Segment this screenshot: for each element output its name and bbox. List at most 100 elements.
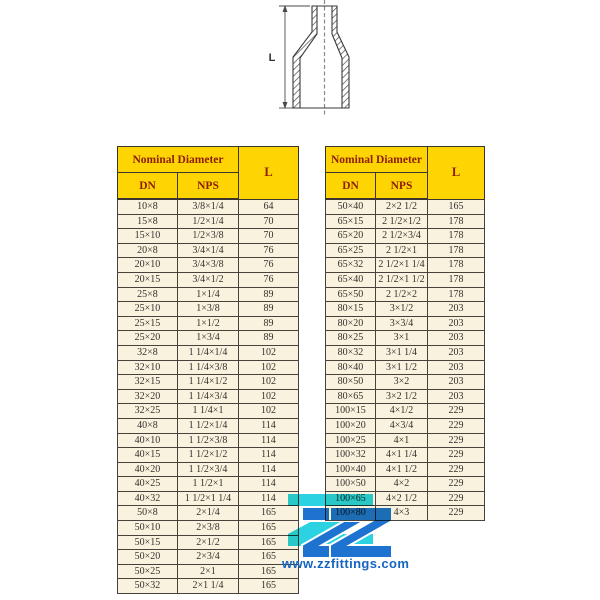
table-row: 50×32 2×1 1/4 165 — [117, 578, 299, 595]
table-row: 80×15 3×1/2 203 — [325, 301, 485, 317]
table-cell: 1 1/2×3/4 — [177, 461, 239, 478]
table-cell: 1 1/2×1 — [177, 476, 239, 492]
table-row: 10×8 3/8×1/4 64 — [117, 198, 299, 215]
table-cell: 2×2 1/2 — [375, 198, 428, 215]
table-cell: 50×8 — [117, 505, 178, 522]
table-cell: 2×1/4 — [177, 505, 239, 522]
table-cell: 203 — [427, 388, 485, 405]
table-cell: 40×32 — [117, 490, 178, 507]
table-row: 80×32 3×1 1/4 203 — [325, 344, 485, 361]
table-cell: 229 — [427, 461, 485, 478]
table-cell: 178 — [427, 228, 485, 244]
spec-table-left: Nominal Diameter L DN NPS 10×8 3/8×1/4 64 1… — [117, 146, 299, 595]
table-cell: 178 — [427, 286, 485, 303]
table-cell: 102 — [238, 374, 299, 390]
table-cell: 2×1 1/4 — [177, 578, 239, 595]
table-cell: 3×1 1/2 — [375, 359, 428, 376]
table-row: 100×25 4×1 229 — [325, 432, 485, 449]
table-cell: 100×32 — [325, 447, 376, 463]
table-row: 100×15 4×1/2 229 — [325, 403, 485, 419]
table-row: 50×25 2×1 165 — [117, 563, 299, 580]
table-cell: 4×1 1/2 — [375, 461, 428, 478]
table-cell: 89 — [238, 301, 299, 317]
website-url[interactable]: www.zzfittings.com — [282, 556, 410, 571]
table-cell: 178 — [427, 213, 485, 230]
table-row: 65×50 2 1/2×2 178 — [325, 286, 485, 303]
table-row: 100×40 4×1 1/2 229 — [325, 461, 485, 478]
table-cell: 114 — [238, 490, 299, 507]
table-row: 65×40 2 1/2×1 1/2 178 — [325, 271, 485, 288]
table-cell: 76 — [238, 242, 299, 259]
table-cell: 80×25 — [325, 330, 376, 346]
table-cell: 165 — [238, 520, 299, 536]
header-length: L — [238, 146, 299, 200]
header-dn: DN — [117, 172, 178, 200]
table-cell: 2 1/2×1/2 — [375, 213, 428, 230]
table-cell: 25×10 — [117, 301, 178, 317]
table-row: 25×10 1×3/8 89 — [117, 301, 299, 317]
table-cell: 80×15 — [325, 301, 376, 317]
header-nps: NPS — [375, 172, 428, 200]
table-cell: 4×1 1/4 — [375, 447, 428, 463]
table-cell: 1 1/4×1/2 — [177, 374, 239, 390]
table-row: 65×25 2 1/2×1 178 — [325, 242, 485, 259]
table-cell: 203 — [427, 374, 485, 390]
table-cell: 32×10 — [117, 359, 178, 376]
table-row: 40×15 1 1/2×1/2 114 — [117, 447, 299, 463]
table-row: 40×10 1 1/2×3/8 114 — [117, 432, 299, 449]
table-row: 80×40 3×1 1/2 203 — [325, 359, 485, 376]
left-wall-section — [292, 5, 318, 109]
table-cell: 50×10 — [117, 520, 178, 536]
right-wall-section — [331, 5, 350, 109]
table-cell: 165 — [238, 563, 299, 580]
table-row: 40×20 1 1/2×3/4 114 — [117, 461, 299, 478]
table-cell: 1×3/4 — [177, 330, 239, 346]
table-cell: 32×15 — [117, 374, 178, 390]
table-row: 65×32 2 1/2×1 1/4 178 — [325, 257, 485, 273]
dimension-label-l: L — [269, 52, 276, 64]
table-cell: 229 — [427, 490, 485, 507]
table-row: 80×25 3×1 203 — [325, 330, 485, 346]
table-row: 32×25 1 1/4×1 102 — [117, 403, 299, 419]
table-cell: 80×20 — [325, 315, 376, 332]
table-cell: 76 — [238, 271, 299, 288]
table-row: 25×8 1×1/4 89 — [117, 286, 299, 303]
table-cell: 20×8 — [117, 242, 178, 259]
table-cell: 2×3/4 — [177, 549, 239, 565]
table-cell: 102 — [238, 403, 299, 419]
table-cell: 178 — [427, 257, 485, 273]
table-cell: 80×32 — [325, 344, 376, 361]
spec-table-right: Nominal Diameter L DN NPS 50×40 2×2 1/2 16… — [325, 146, 485, 522]
table-row: 80×20 3×3/4 203 — [325, 315, 485, 332]
table-cell: 1 1/2×1/4 — [177, 417, 239, 434]
table-cell: 2×1/2 — [177, 534, 239, 551]
table-cell: 4×2 1/2 — [375, 490, 428, 507]
table-cell: 80×50 — [325, 374, 376, 390]
table-cell: 102 — [238, 388, 299, 405]
table-cell: 70 — [238, 228, 299, 244]
table-cell: 100×15 — [325, 403, 376, 419]
table-cell: 65×15 — [325, 213, 376, 230]
table-row: 25×20 1×3/4 89 — [117, 330, 299, 346]
table-cell: 40×20 — [117, 461, 178, 478]
header-nominal-diameter: Nominal Diameter — [325, 146, 428, 173]
table-cell: 2 1/2×1 1/4 — [375, 257, 428, 273]
table-cell: 89 — [238, 330, 299, 346]
table-cell: 1 1/4×1/4 — [177, 344, 239, 361]
table-row: 100×80 4×3 229 — [325, 505, 485, 522]
table-row: 20×8 3/4×1/4 76 — [117, 242, 299, 259]
table-cell: 76 — [238, 257, 299, 273]
table-cell: 89 — [238, 286, 299, 303]
table-cell: 203 — [427, 359, 485, 376]
header-dn: DN — [325, 172, 376, 200]
table-cell: 229 — [427, 447, 485, 463]
table-cell: 1 1/2×1 1/4 — [177, 490, 239, 507]
table-row: 20×15 3/4×1/2 76 — [117, 271, 299, 288]
table-cell: 2 1/2×1 — [375, 242, 428, 259]
table-row: 65×15 2 1/2×1/2 178 — [325, 213, 485, 230]
table-cell: 229 — [427, 432, 485, 449]
table-row: 50×15 2×1/2 165 — [117, 534, 299, 551]
table-cell: 15×8 — [117, 213, 178, 230]
table-row: 50×20 2×3/4 165 — [117, 549, 299, 565]
